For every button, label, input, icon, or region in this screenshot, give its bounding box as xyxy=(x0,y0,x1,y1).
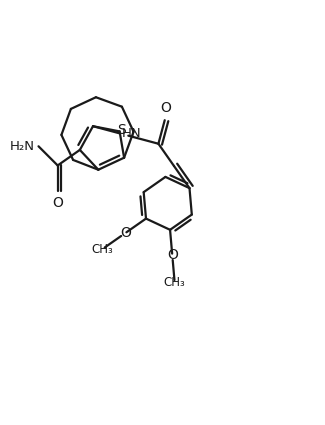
Text: O: O xyxy=(52,196,63,210)
Text: O: O xyxy=(160,101,171,115)
Text: H₂N: H₂N xyxy=(10,140,35,153)
Text: CH₃: CH₃ xyxy=(164,276,186,289)
Text: HN: HN xyxy=(122,128,142,140)
Text: S: S xyxy=(117,123,126,137)
Text: O: O xyxy=(120,226,131,240)
Text: O: O xyxy=(167,248,178,262)
Text: CH₃: CH₃ xyxy=(92,243,113,255)
